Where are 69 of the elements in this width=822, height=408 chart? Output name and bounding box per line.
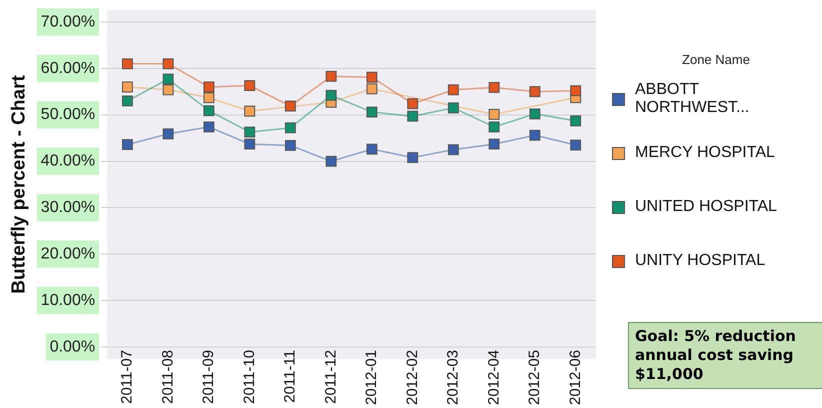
point — [326, 70, 337, 82]
y-tick-label: 30.00% — [40, 199, 96, 216]
x-tick-label: 2011-11 — [282, 350, 299, 403]
point — [122, 58, 133, 70]
y-axis-title: Butterfly percent - Chart — [8, 74, 30, 294]
point — [366, 83, 378, 94]
point — [326, 156, 337, 167]
y-tick-label: 20.00% — [40, 246, 96, 263]
point — [203, 92, 214, 104]
point — [244, 80, 256, 92]
y-tick-label: 70.00% — [40, 13, 96, 30]
point — [162, 58, 174, 70]
point — [448, 102, 459, 114]
legend-label: ABBOTT NORTHWEST... — [635, 81, 750, 117]
y-tick-label: 60.00% — [40, 60, 96, 77]
point — [162, 74, 174, 85]
point — [284, 122, 296, 134]
point — [244, 126, 256, 138]
x-tick-label: 2012-03 — [444, 350, 462, 406]
point — [488, 82, 500, 93]
x-tick-label: 2011-10 — [240, 350, 258, 404]
point — [529, 86, 540, 98]
point — [284, 100, 296, 112]
point — [407, 152, 418, 163]
point — [122, 95, 133, 106]
point — [448, 84, 459, 96]
point — [488, 108, 500, 120]
point — [203, 105, 214, 116]
point — [407, 98, 418, 110]
x-tick-label: 2011-09 — [200, 350, 218, 404]
point — [366, 106, 378, 118]
x-tick-label: 2012-05 — [526, 350, 544, 406]
point — [162, 84, 174, 96]
point — [203, 121, 214, 132]
point — [366, 72, 378, 83]
x-tick-label: 2011-08 — [159, 350, 176, 404]
point — [529, 130, 540, 141]
legend-label: UNITY HOSPITAL — [635, 252, 766, 270]
point — [488, 138, 500, 150]
point — [529, 108, 540, 120]
legend-label: MERCY HOSPITAL — [635, 144, 776, 162]
point — [162, 128, 174, 140]
text: Goal: 5% reduction annual cost saving $11,000 — [628, 322, 822, 389]
point — [284, 140, 296, 151]
x-tick-label: 2012-04 — [485, 350, 502, 406]
point — [122, 82, 133, 92]
point — [366, 144, 378, 155]
point — [570, 140, 582, 150]
y-tick-label: 50.00% — [40, 106, 96, 124]
point — [244, 138, 256, 150]
y-tick-label: 0.00% — [50, 338, 96, 356]
legend-title: Zone Name — [681, 52, 751, 67]
x-tick-label: 2012-02 — [404, 350, 421, 406]
x-tick-label: 2012-01 — [363, 350, 380, 406]
point — [244, 106, 256, 117]
y-tick-label: 10.00% — [40, 292, 96, 309]
point — [488, 121, 500, 132]
x-tick-label: 2011-12 — [322, 350, 340, 404]
point — [407, 110, 418, 122]
legend-label: UNITED HOSPITAL — [635, 198, 778, 216]
point — [326, 90, 337, 101]
point — [122, 139, 133, 150]
point — [570, 85, 582, 96]
x-tick-label: 2012-06 — [566, 350, 584, 406]
y-tick-label: 40.00% — [40, 152, 96, 170]
point — [570, 115, 582, 126]
point — [448, 144, 459, 156]
x-tick-label: 2011-07 — [118, 350, 136, 404]
point — [203, 82, 214, 92]
